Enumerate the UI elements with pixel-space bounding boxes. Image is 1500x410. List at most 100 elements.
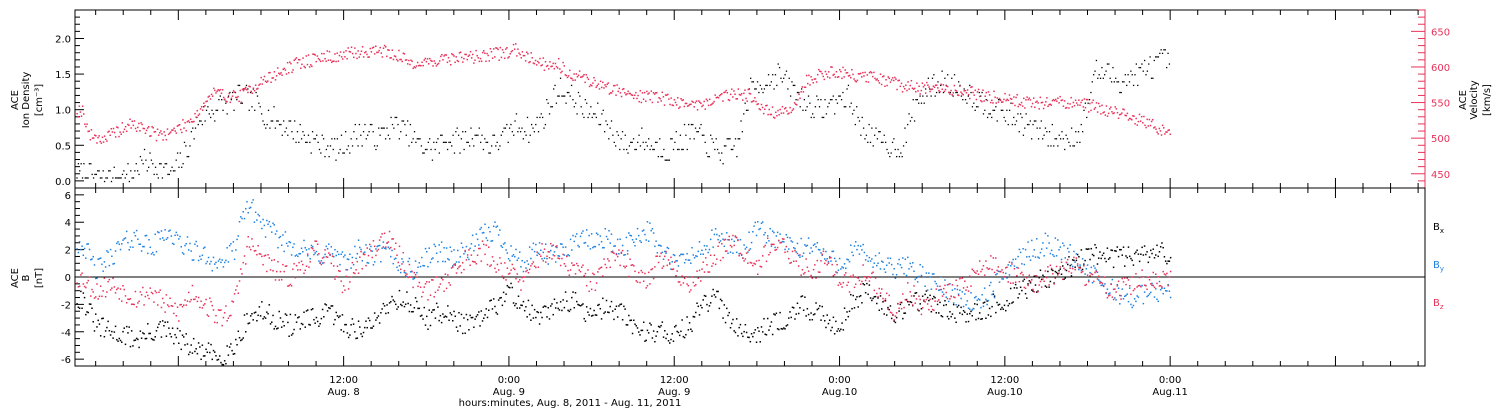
bz-point (833, 273, 836, 276)
density-point (1093, 74, 1095, 76)
by-point (584, 241, 587, 244)
velocity-point (835, 71, 838, 73)
by-point (898, 258, 900, 261)
bz-point (326, 256, 329, 259)
velocity-point (172, 129, 174, 131)
velocity-point (915, 90, 917, 93)
velocity-point (96, 142, 98, 144)
date-tick-label: Aug. 9 (493, 387, 525, 398)
density-point (964, 99, 967, 101)
velocity-point (868, 71, 871, 74)
bx-point (761, 331, 764, 333)
velocity-point (878, 82, 881, 84)
by-point (686, 252, 688, 255)
bx-point (926, 296, 929, 299)
bz-point (805, 258, 807, 260)
density-point (309, 141, 311, 144)
velocity-point (478, 60, 481, 63)
by-point (1101, 284, 1104, 286)
by-point (781, 240, 784, 243)
velocity-point (949, 93, 951, 95)
by-point (1138, 284, 1141, 287)
bz-point (733, 244, 735, 247)
bz-point (1131, 276, 1133, 278)
velocity-point (564, 74, 567, 76)
by-point (1045, 247, 1048, 249)
velocity-point (285, 73, 288, 75)
bz-point (889, 311, 892, 314)
bz-point (718, 241, 721, 244)
density-point (292, 138, 294, 140)
density-point (1142, 70, 1144, 72)
bx-point (278, 310, 280, 313)
density-point (896, 155, 898, 158)
bz-point (108, 278, 111, 281)
density-point (1002, 109, 1004, 111)
by-point (1013, 265, 1016, 267)
bz-point (169, 297, 171, 299)
by-point (352, 263, 355, 266)
velocity-point (382, 47, 385, 49)
bz-point (386, 242, 388, 244)
bx-point (402, 301, 404, 303)
bx-point (178, 342, 180, 345)
velocity-point (1073, 104, 1076, 107)
bx-point (652, 330, 655, 332)
bz-point (267, 254, 269, 256)
bz-point (339, 270, 341, 273)
by-point (630, 235, 633, 237)
bx-point (760, 326, 763, 328)
bz-point (711, 265, 713, 267)
density-point (263, 123, 266, 126)
bx-point (277, 327, 279, 329)
bz-point (147, 294, 149, 297)
velocity-point (1110, 106, 1112, 108)
bz-point (986, 267, 988, 269)
density-point (598, 123, 600, 126)
bx-point (388, 302, 391, 304)
bx-point (747, 336, 749, 338)
bz-point (158, 291, 160, 294)
density-point (394, 116, 396, 119)
velocity-point (373, 53, 376, 55)
velocity-point (830, 66, 832, 68)
bz-point (1169, 270, 1172, 273)
by-point (427, 265, 429, 268)
density-point (1087, 102, 1089, 104)
bx-point (701, 306, 703, 309)
bx-point (540, 311, 542, 314)
density-point (564, 95, 566, 97)
bx-point (1145, 253, 1147, 256)
velocity-point (1157, 133, 1159, 135)
bx-point (262, 318, 264, 320)
by-point (1124, 295, 1126, 298)
velocity-point (85, 125, 87, 128)
bz-point (1060, 261, 1063, 264)
by-point (333, 255, 335, 258)
by-point (85, 257, 87, 259)
density-point (901, 155, 903, 158)
density-point (915, 99, 917, 101)
velocity-point (673, 98, 676, 101)
by-point (449, 246, 452, 248)
bx-point (1042, 274, 1044, 277)
bz-point (531, 263, 533, 265)
bx-point (378, 322, 381, 324)
density-point (846, 88, 848, 90)
velocity-point (660, 100, 662, 102)
velocity-point (409, 63, 411, 66)
density-point (1106, 63, 1109, 65)
by-point (119, 248, 122, 251)
density-point (918, 102, 920, 104)
bz-point (717, 245, 719, 247)
bx-point (978, 312, 981, 314)
bx-point (205, 348, 207, 351)
velocity-point (916, 82, 918, 84)
velocity-point (901, 91, 904, 93)
bx-point (823, 319, 826, 322)
bz-point (633, 265, 635, 267)
velocity-point (283, 67, 286, 70)
bz-point (313, 249, 315, 252)
bz-point (1104, 276, 1106, 278)
density-point (1145, 74, 1147, 76)
